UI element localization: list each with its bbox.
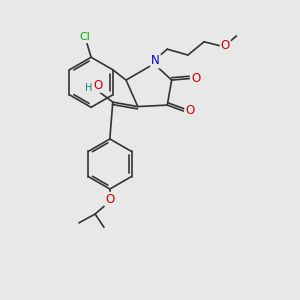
Text: O: O — [191, 72, 200, 85]
Text: H: H — [85, 83, 92, 93]
Text: O: O — [105, 193, 115, 206]
Text: Cl: Cl — [80, 32, 91, 42]
Text: O: O — [185, 104, 195, 118]
Text: N: N — [151, 54, 160, 68]
Text: O: O — [220, 38, 230, 52]
Text: O: O — [93, 79, 103, 92]
